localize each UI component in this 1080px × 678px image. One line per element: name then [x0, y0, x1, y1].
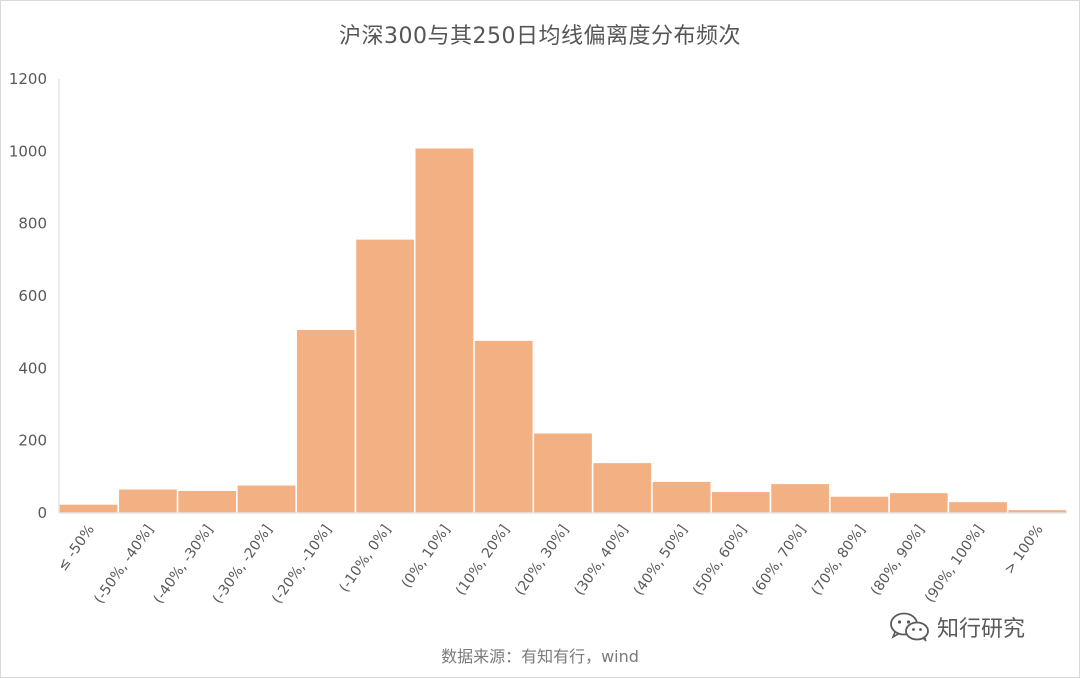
bars-layer [58, 146, 1068, 514]
bar-8 [532, 431, 594, 514]
x-tick-label: (-20%, -10%] [269, 522, 335, 607]
x-tick-label: (40%, 50%] [631, 522, 691, 598]
watermark: 知行研究 [889, 611, 1025, 643]
watermark-text: 知行研究 [937, 617, 1026, 642]
chart-title: 沪深300与其250日均线偏离度分布频次 [339, 24, 741, 49]
x-tick-label: (-40%, -30%] [151, 522, 217, 607]
x-tick-label: (50%, 60%] [690, 522, 750, 598]
bar-7 [473, 339, 535, 514]
bar-1 [117, 488, 179, 514]
wechat-icon [890, 612, 929, 642]
x-tick-label: (10%, 20%] [453, 522, 513, 598]
x-tick-label: (30%, 40%] [571, 522, 631, 598]
bar-5 [354, 238, 416, 514]
bar-2 [176, 489, 238, 514]
bar-3 [236, 484, 297, 514]
bar-4 [295, 328, 357, 514]
source-note: 数据来源：有知有行，wind [441, 647, 639, 666]
bar-10 [651, 480, 712, 514]
x-tick-label: > 100% [1001, 522, 1046, 577]
x-tick-label: (-30%, -20%] [210, 522, 276, 607]
bar-11 [710, 490, 772, 514]
x-tick-label: (20%, 30%] [512, 522, 572, 598]
x-tick-label: (-10%, 0%] [336, 522, 394, 595]
x-tick-label: (90%, 100%] [922, 522, 987, 606]
bar-9 [591, 461, 653, 514]
y-tick-label: 0 [37, 504, 47, 522]
x-tick-label: ≤ -50% [55, 522, 98, 574]
y-tick-label: 600 [18, 287, 47, 305]
bar-14 [888, 491, 950, 514]
bar-15 [947, 500, 1009, 514]
bar-16 [1006, 508, 1068, 514]
y-tick-label: 1200 [9, 70, 47, 88]
x-tick-label: (-50%, -40%] [91, 522, 157, 607]
x-tick-label: (70%, 80%] [809, 522, 869, 598]
bar-12 [769, 482, 831, 514]
x-tick-label: (80%, 90%] [868, 522, 928, 598]
y-tick-label: 400 [18, 359, 47, 377]
x-tick-label: (0%, 10%] [399, 522, 454, 591]
bar-6 [414, 146, 475, 514]
bar-13 [829, 495, 890, 514]
x-tick-label: (60%, 70%] [749, 522, 809, 598]
y-tick-label: 1000 [9, 142, 47, 160]
y-tick-label: 200 [18, 432, 47, 450]
y-tick-label: 800 [18, 215, 47, 233]
bar-0 [58, 503, 120, 514]
